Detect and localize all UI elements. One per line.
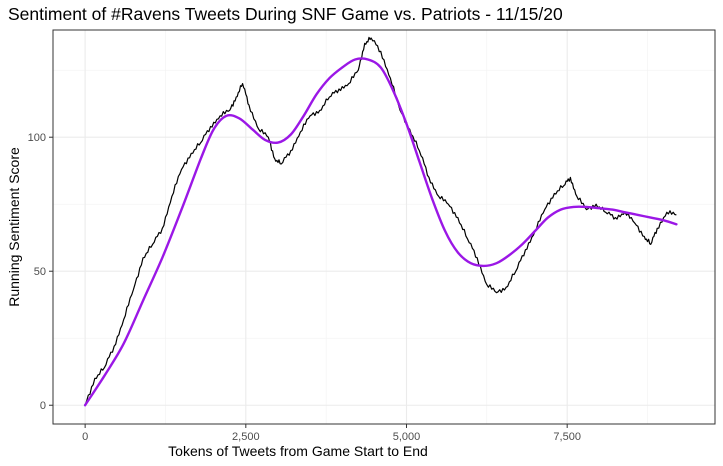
x-tick-label: 7,500	[553, 431, 581, 443]
running-score-line	[84, 36, 677, 406]
chart-title: Sentiment of #Ravens Tweets During SNF G…	[8, 4, 563, 24]
x-tick-label: 5,000	[393, 431, 421, 443]
plot-panel	[53, 30, 715, 424]
y-tick-label: 100	[28, 132, 46, 144]
y-axis: 0 50 100	[28, 132, 53, 412]
y-tick-label: 50	[34, 266, 46, 278]
plot-border	[52, 29, 716, 425]
x-tick-label: 2,500	[232, 431, 260, 443]
x-axis-label: Tokens of Tweets from Game Start to End	[168, 443, 428, 459]
series-layer	[83, 36, 678, 407]
y-axis-label: Running Sentiment Score	[6, 147, 22, 307]
x-tick-label: 0	[82, 431, 88, 443]
smoothed-trend-line	[83, 57, 678, 407]
x-axis: 0 2,500 5,000 7,500	[82, 424, 581, 443]
y-tick-label: 0	[40, 400, 46, 412]
grid-lines	[53, 30, 715, 424]
